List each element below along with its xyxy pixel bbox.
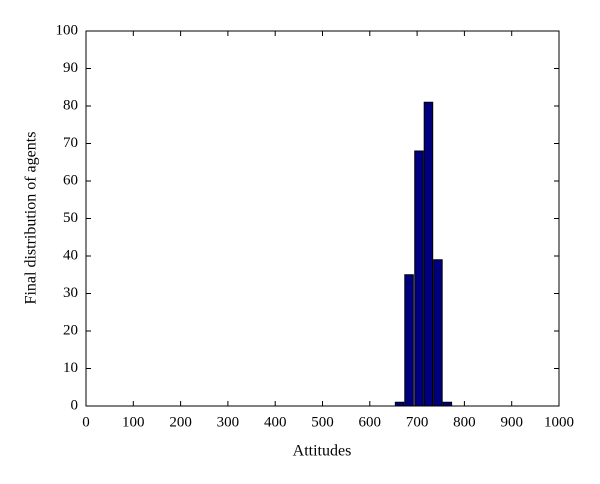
bar: [404, 274, 414, 407]
bar: [423, 101, 434, 407]
y-axis-title: Final distribution of agents: [23, 132, 40, 305]
y-tick-label: 10: [63, 360, 78, 376]
x-tick-label: 200: [169, 414, 192, 430]
bar: [414, 150, 424, 407]
y-tick-label: 50: [63, 210, 78, 226]
y-tick-label: 100: [56, 22, 79, 38]
x-tick-label: 1000: [544, 414, 574, 430]
y-tick-label: 80: [63, 97, 78, 113]
x-tick-label: 400: [264, 414, 287, 430]
x-tick-label: 500: [311, 414, 334, 430]
bar: [394, 401, 405, 407]
y-tick-label: 70: [63, 135, 78, 151]
x-tick-label: 800: [453, 414, 476, 430]
bar: [433, 259, 443, 407]
x-tick-label: 900: [500, 414, 523, 430]
y-tick-label: 0: [71, 397, 79, 413]
y-tick-label: 60: [63, 172, 78, 188]
y-tick-label: 30: [63, 285, 78, 301]
bar: [442, 401, 453, 407]
x-tick-label: 300: [217, 414, 240, 430]
y-tick-label: 40: [63, 247, 78, 263]
x-tick-label: 600: [359, 414, 382, 430]
y-tick-label: 20: [63, 322, 78, 338]
x-tick-label: 700: [406, 414, 429, 430]
x-axis-title: Attitudes: [293, 443, 352, 460]
x-tick-label: 100: [122, 414, 145, 430]
plot-frame: [85, 30, 560, 407]
y-tick-label: 90: [63, 60, 78, 76]
x-tick-label: 0: [82, 414, 90, 430]
